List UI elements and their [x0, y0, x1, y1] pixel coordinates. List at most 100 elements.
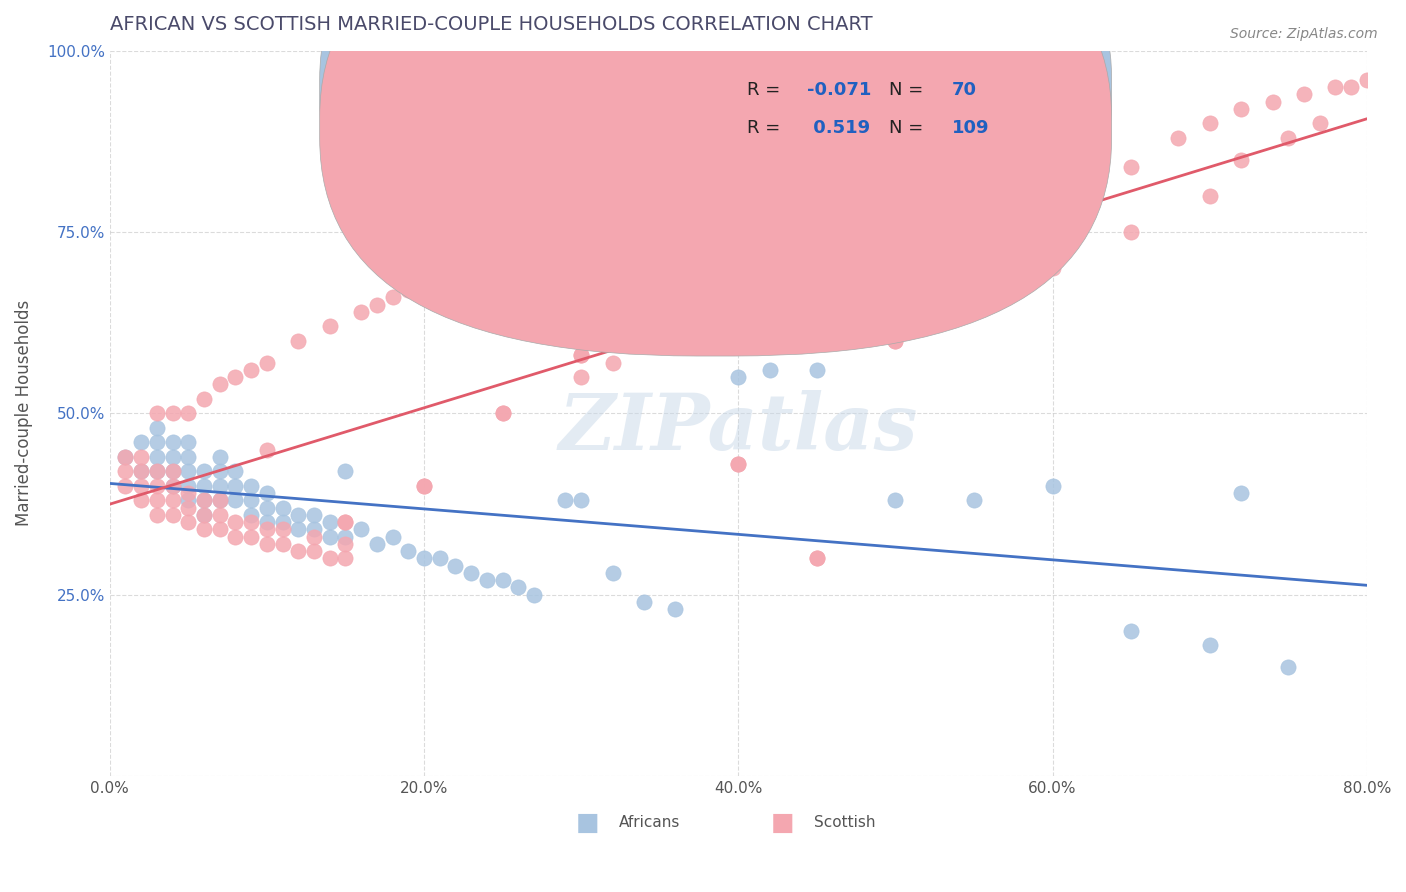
Point: [162, 479, 184, 493]
Point: [146, 435, 169, 450]
Point: [884, 334, 907, 348]
Point: [224, 515, 246, 529]
Point: [146, 493, 169, 508]
Point: [915, 239, 938, 253]
Point: [256, 500, 278, 515]
Point: [302, 544, 325, 558]
Point: [727, 457, 749, 471]
Point: [146, 421, 169, 435]
Point: [979, 211, 1001, 225]
Point: [256, 442, 278, 457]
Point: [193, 479, 215, 493]
Point: [193, 493, 215, 508]
Point: [302, 508, 325, 522]
Point: [335, 464, 357, 478]
Point: [413, 479, 436, 493]
Text: N =: N =: [889, 119, 929, 136]
Point: [240, 508, 263, 522]
Point: [727, 457, 749, 471]
Point: [162, 479, 184, 493]
Point: [146, 406, 169, 420]
Point: [129, 435, 152, 450]
Point: [224, 479, 246, 493]
Point: [1261, 95, 1284, 109]
Point: [1198, 638, 1220, 652]
Point: [319, 515, 342, 529]
Point: [129, 493, 152, 508]
Point: [240, 479, 263, 493]
Point: [335, 515, 357, 529]
Point: [1309, 116, 1331, 130]
Point: [162, 435, 184, 450]
Point: [224, 493, 246, 508]
Point: [287, 522, 309, 536]
Point: [523, 588, 546, 602]
Y-axis label: Married-couple Households: Married-couple Households: [15, 301, 32, 526]
Point: [177, 486, 200, 500]
Point: [413, 479, 436, 493]
Point: [208, 508, 231, 522]
Point: [208, 479, 231, 493]
Point: [648, 312, 671, 326]
Point: [475, 225, 498, 239]
Point: [302, 529, 325, 543]
Point: [129, 450, 152, 464]
Point: [114, 479, 136, 493]
Point: [224, 529, 246, 543]
Point: [569, 370, 592, 384]
Point: [538, 189, 561, 203]
Point: [460, 239, 482, 253]
Point: [1198, 116, 1220, 130]
Point: [633, 595, 655, 609]
Point: [146, 464, 169, 478]
Point: [963, 493, 986, 508]
Text: -0.071: -0.071: [807, 81, 872, 99]
Point: [806, 363, 828, 377]
Point: [381, 290, 404, 304]
Point: [1119, 624, 1142, 638]
Point: [1119, 160, 1142, 174]
Point: [884, 334, 907, 348]
Text: R =: R =: [747, 119, 786, 136]
Text: Africans: Africans: [619, 815, 681, 830]
Point: [1340, 80, 1362, 95]
Point: [208, 493, 231, 508]
Point: [1042, 189, 1064, 203]
Point: [271, 537, 294, 551]
Point: [177, 500, 200, 515]
Point: [508, 580, 530, 594]
Point: [413, 551, 436, 566]
Point: [664, 319, 686, 334]
Point: [162, 406, 184, 420]
Point: [146, 479, 169, 493]
Point: [162, 464, 184, 478]
Point: [554, 493, 576, 508]
Point: [633, 334, 655, 348]
Point: [884, 493, 907, 508]
Point: [256, 486, 278, 500]
Point: [208, 522, 231, 536]
Point: [114, 464, 136, 478]
Point: [287, 544, 309, 558]
Point: [335, 537, 357, 551]
Point: [162, 464, 184, 478]
Point: [366, 537, 388, 551]
FancyBboxPatch shape: [319, 0, 1112, 318]
Point: [271, 500, 294, 515]
Point: [727, 370, 749, 384]
Point: [508, 203, 530, 218]
Point: [129, 479, 152, 493]
Point: [208, 450, 231, 464]
Point: [569, 348, 592, 362]
Point: [1198, 189, 1220, 203]
Point: [208, 377, 231, 392]
Point: [1230, 102, 1253, 116]
Point: [1277, 660, 1299, 674]
Point: [146, 450, 169, 464]
Point: [208, 493, 231, 508]
Point: [1230, 486, 1253, 500]
Point: [1324, 80, 1347, 95]
Point: [429, 551, 451, 566]
Point: [256, 515, 278, 529]
FancyBboxPatch shape: [669, 62, 1066, 160]
